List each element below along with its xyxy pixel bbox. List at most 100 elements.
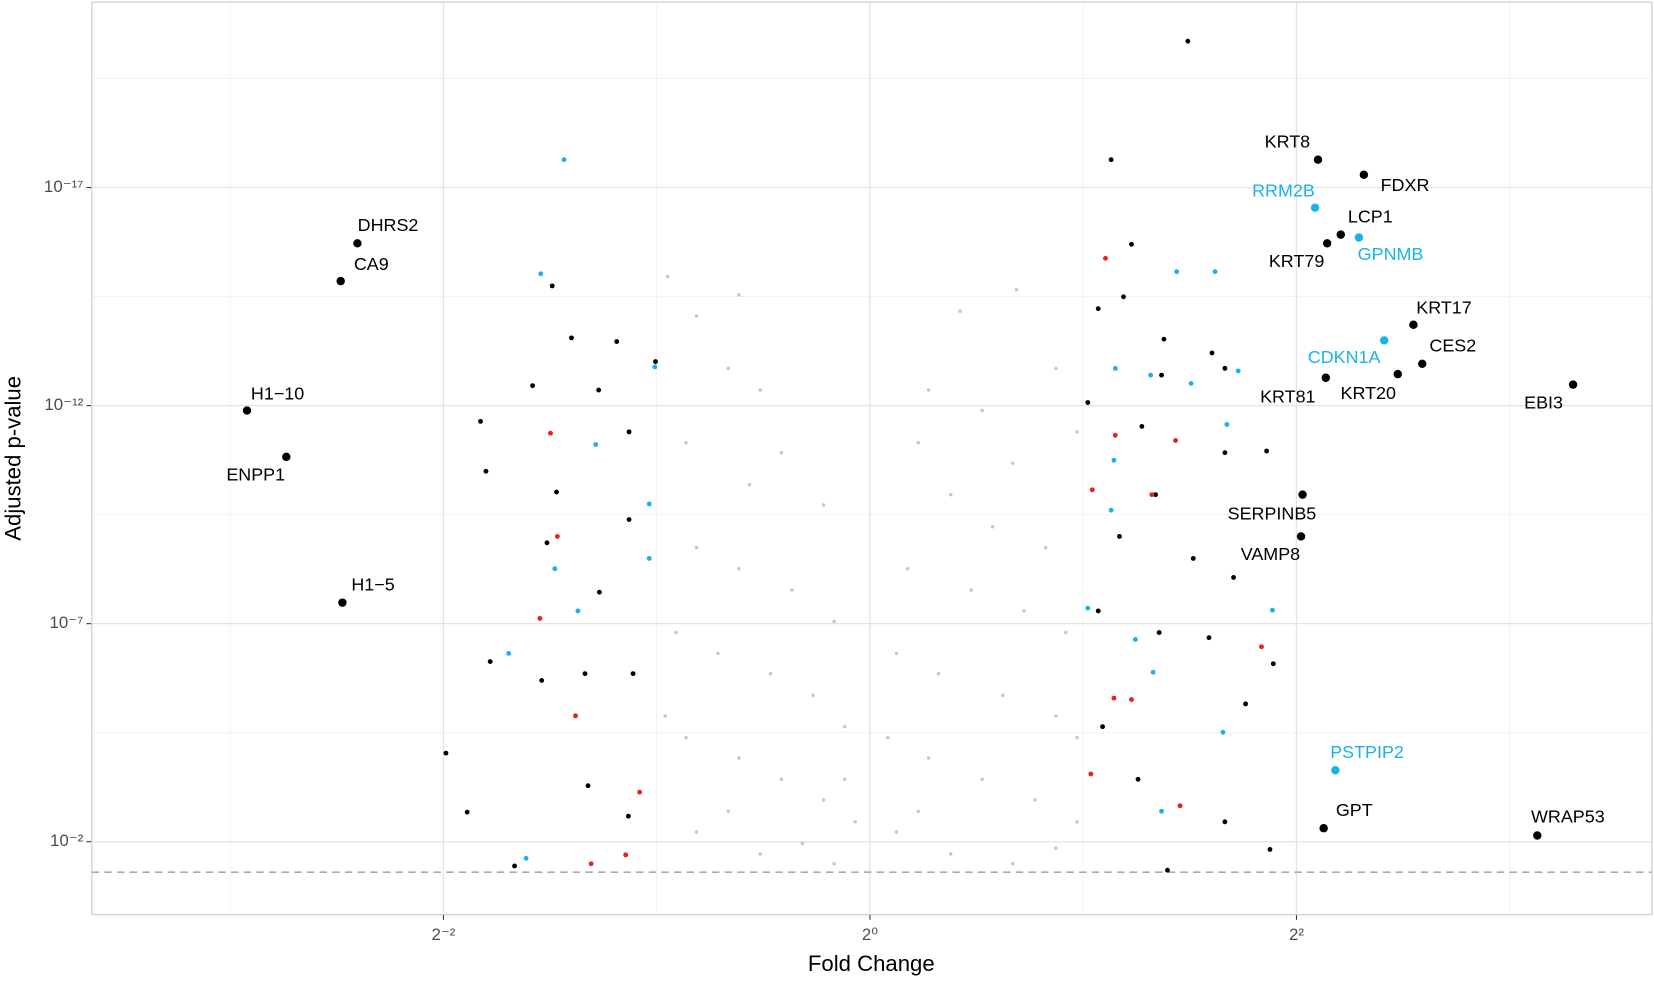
point xyxy=(768,671,773,676)
point xyxy=(1222,819,1228,825)
gene-label: VAMP8 xyxy=(1241,544,1300,564)
point xyxy=(530,383,536,389)
point xyxy=(1174,269,1180,275)
point xyxy=(1111,695,1117,701)
labeled-point xyxy=(1379,336,1389,345)
point xyxy=(637,789,643,795)
point xyxy=(549,283,555,289)
point xyxy=(926,756,931,760)
point xyxy=(1111,457,1117,463)
point xyxy=(487,659,493,664)
point xyxy=(737,756,741,760)
point xyxy=(948,492,953,497)
labeled-point xyxy=(1354,233,1364,242)
point xyxy=(684,735,688,740)
point xyxy=(1243,701,1248,707)
point xyxy=(665,274,670,279)
point xyxy=(1085,605,1091,611)
labeled-point xyxy=(1319,823,1328,833)
point xyxy=(537,616,543,621)
point xyxy=(1259,644,1264,650)
point xyxy=(1156,630,1162,635)
point xyxy=(596,387,602,393)
point xyxy=(1149,492,1155,498)
point xyxy=(1129,697,1134,702)
point xyxy=(1010,461,1015,466)
gene-label: CES2 xyxy=(1429,336,1476,356)
point xyxy=(443,750,449,756)
gene-label: KRT79 xyxy=(1269,251,1324,271)
point xyxy=(1054,366,1058,371)
point xyxy=(614,339,620,344)
point xyxy=(539,677,545,683)
gene-label: H1−10 xyxy=(251,384,304,404)
gene-label: EBI3 xyxy=(1524,392,1563,412)
labeled-point xyxy=(1418,359,1427,369)
labeled-point xyxy=(1359,170,1369,179)
point xyxy=(980,777,984,782)
point xyxy=(694,830,699,834)
gene-label: CA9 xyxy=(354,254,389,274)
point xyxy=(1264,448,1270,454)
labeled-point xyxy=(338,598,347,607)
point xyxy=(1159,372,1164,378)
point xyxy=(1161,336,1167,342)
labeled-point xyxy=(1568,380,1578,389)
point xyxy=(800,841,805,846)
labeled-point xyxy=(282,452,291,462)
point xyxy=(646,501,652,507)
point xyxy=(853,820,857,824)
point xyxy=(758,852,763,856)
point xyxy=(779,450,784,455)
point xyxy=(544,540,550,546)
gene-label: KRT17 xyxy=(1416,298,1471,318)
point xyxy=(842,724,847,729)
point xyxy=(1188,380,1194,386)
labeled-point xyxy=(1331,766,1340,775)
point xyxy=(554,534,560,539)
point xyxy=(1235,368,1241,374)
point xyxy=(569,335,574,341)
point xyxy=(779,777,784,782)
y-tick-label: 10⁻¹⁷ xyxy=(44,177,83,196)
point xyxy=(1133,637,1138,642)
point xyxy=(726,366,731,371)
point xyxy=(1153,492,1158,498)
labeled-point xyxy=(1310,203,1320,212)
point xyxy=(478,418,483,424)
point xyxy=(623,852,629,858)
point xyxy=(916,440,921,445)
point xyxy=(1148,372,1154,378)
point xyxy=(1054,846,1058,850)
labeled-point xyxy=(1409,320,1418,329)
y-tick-label: 10⁻² xyxy=(50,831,84,850)
point xyxy=(1270,607,1275,613)
point xyxy=(575,608,581,614)
point xyxy=(1270,661,1276,667)
point xyxy=(1075,735,1079,740)
x-tick-label: 2⁰ xyxy=(862,925,878,944)
x-tick-label: 2⁻² xyxy=(432,925,456,944)
point xyxy=(1129,241,1134,247)
point xyxy=(561,157,567,163)
gene-label: ENPP1 xyxy=(226,465,285,485)
gene-label: KRT8 xyxy=(1265,132,1311,152)
point xyxy=(1103,255,1108,261)
point xyxy=(1112,365,1118,371)
point xyxy=(652,364,658,370)
point xyxy=(646,556,652,561)
point xyxy=(1220,729,1226,735)
gene-label: CDKN1A xyxy=(1308,347,1381,367)
point xyxy=(1139,423,1145,429)
point xyxy=(1212,269,1218,275)
point xyxy=(625,813,631,819)
point xyxy=(1112,432,1118,438)
plot-border xyxy=(91,1,1653,916)
point xyxy=(1159,808,1164,814)
point xyxy=(523,855,529,861)
point xyxy=(980,408,984,413)
point xyxy=(1022,609,1026,613)
labeled-point xyxy=(1393,369,1402,379)
